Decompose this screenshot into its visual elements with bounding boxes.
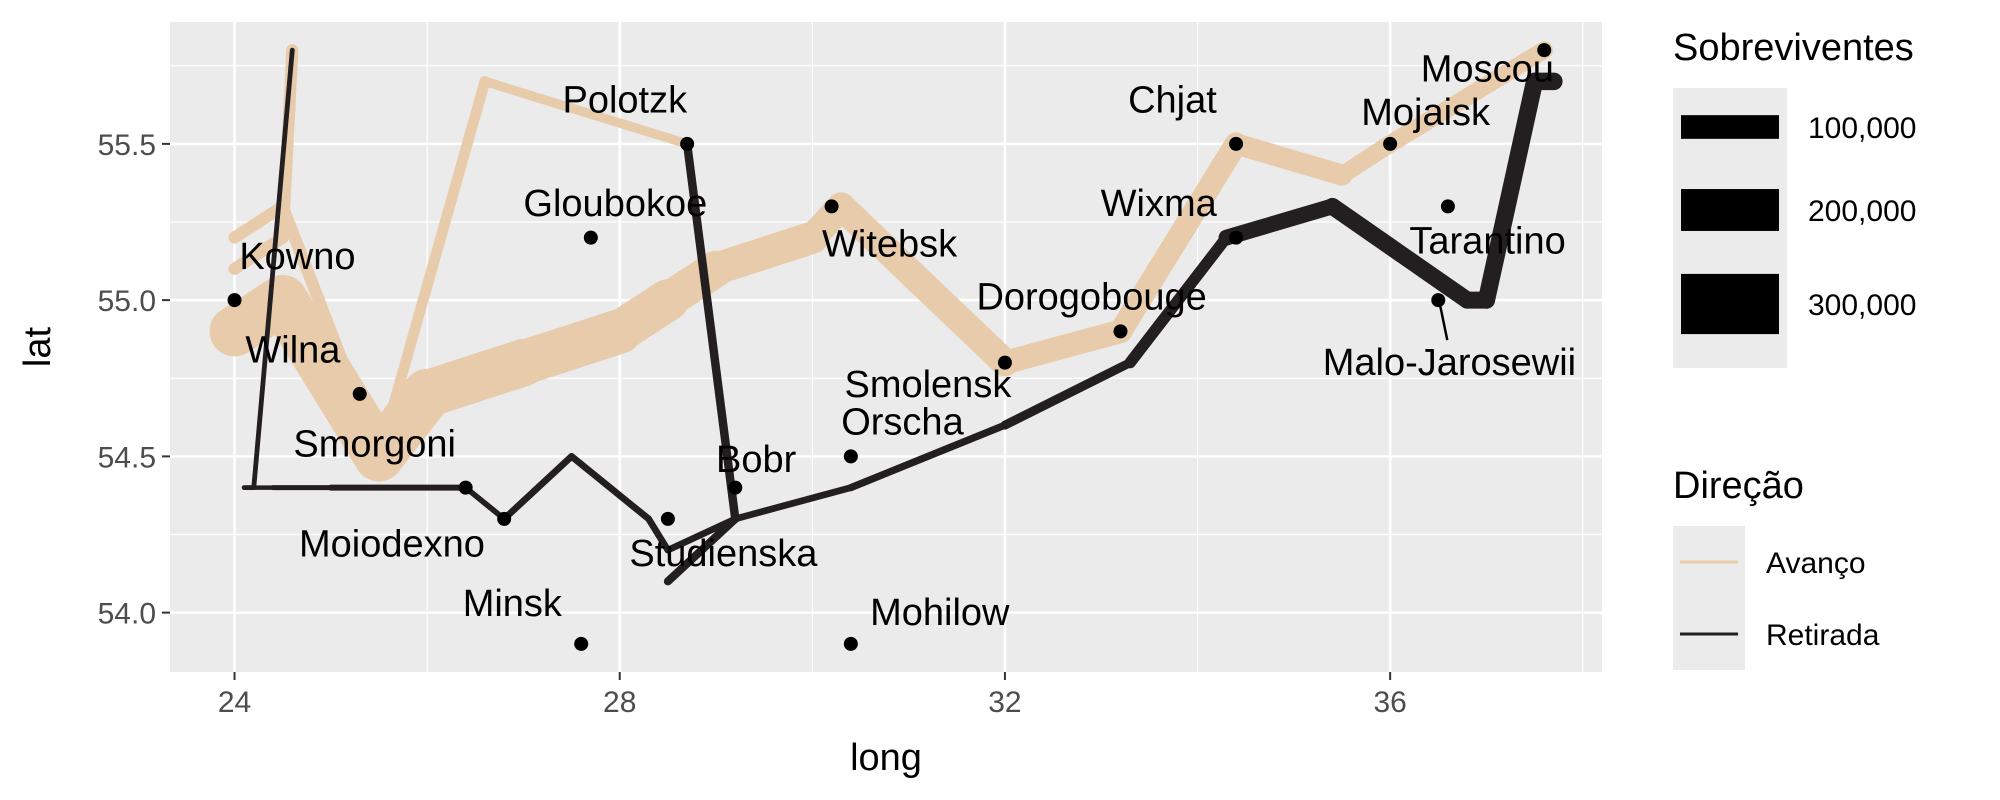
path-segment [1218,198,1341,246]
size-legend-key [1681,115,1779,139]
path-segment [731,484,855,523]
path-segment [228,200,289,244]
city-label: Chjat [1128,80,1217,122]
path-segment [1323,197,1476,309]
city-point [1383,136,1398,151]
path-segment [462,484,507,522]
path-segment [373,75,491,462]
city-label: Polotzk [563,80,689,122]
path-segment [1333,135,1399,184]
x-tick-label: 24 [218,686,251,719]
size-legend-title: Sobreviventes [1673,27,1914,69]
city-point [352,386,367,401]
size-legend-label-100k: 100,000 [1808,112,1916,145]
city-label: Minsk [463,583,563,625]
city-label: Bobr [716,439,797,481]
path-segment [251,47,295,491]
legend-label-retreat: Retirada [1766,619,1880,652]
advance-path-2 [228,75,692,463]
path-segment [682,139,740,524]
city-label: Studienska [629,533,818,575]
retreat-path-3 [241,72,1563,554]
city-point [1537,43,1552,58]
path-segment [847,421,1009,492]
city-point [997,355,1012,370]
path-segment [500,453,575,523]
path-segment [480,76,692,149]
city-point [843,449,858,464]
path-segment [276,200,386,463]
color-legend-title: Direção [1673,465,1804,507]
path-segment [1109,132,1248,343]
path-segment [1477,72,1544,309]
city-label: Gloubokoe [523,183,707,225]
size-legend: Sobreviventes 100,000 200,000 300,000 [1673,27,1916,368]
city-label: Moscou [1421,48,1554,90]
city-point [660,511,675,526]
city-point [497,511,512,526]
city-point [1113,324,1128,339]
x-tick-label: 36 [1373,686,1406,719]
label-leader-line [1439,305,1449,341]
city-point [458,480,473,495]
city-point [1431,293,1446,308]
x-tick-label: 32 [988,686,1021,719]
city-label: Tarantino [1409,220,1565,262]
city-label: Moiodexno [299,523,485,565]
army-paths [209,41,1563,586]
path-segment [663,514,740,586]
path-segment [827,192,1019,377]
y-tick-label: 54.5 [98,441,156,474]
path-segment [1225,133,1353,186]
path-segment [645,515,672,554]
size-legend-key [1681,189,1779,231]
city-label: Kowno [239,236,355,278]
city-label: Smolensk [844,364,1012,406]
city-point [574,636,589,651]
color-legend: Direção Avanço Retirada [1673,465,1880,670]
path-segment [568,453,652,523]
size-legend-label-200k: 200,000 [1808,195,1916,228]
path-segment [1381,41,1553,153]
path-segment [1000,358,1135,430]
city-point [1229,230,1244,245]
path-segment [1124,231,1233,369]
city-point [824,199,839,214]
city-label: Mojaisk [1361,92,1491,134]
city-label: Mohilow [870,592,1010,634]
city-label: Dorogobouge [976,277,1206,319]
y-axis-title: lat [17,326,59,367]
city-point [1440,199,1455,214]
city-point [843,636,858,651]
city-label: Smorgoni [293,423,456,465]
city-label: Witebsk [822,223,958,265]
city-point [680,136,695,151]
axis-ticks: 24 28 32 36 54.0 54.5 55.0 55.5 [98,129,1407,719]
y-tick-label: 55.0 [98,285,156,318]
x-axis-title: long [850,737,922,779]
size-legend-key [1681,273,1779,335]
x-tick-label: 28 [603,686,636,719]
y-tick-label: 54.0 [98,598,156,631]
city-label: Wixma [1101,183,1218,225]
city-label: Malo-Jarosewii [1323,342,1576,384]
size-legend-label-300k: 300,000 [1808,289,1916,322]
city-label: Wilna [245,330,341,372]
city-point [583,230,598,245]
retreat-path-5 [241,47,295,491]
retreat-path-4 [663,139,740,586]
city-point [227,293,242,308]
path-segment [699,221,829,286]
city-point [1229,136,1244,151]
city-points [227,43,1552,651]
city-label: Orscha [841,402,964,444]
city-labels: Kowno Wilna Smorgoni Moiodexno Gloubokoe Mins… [239,48,1576,634]
y-tick-label: 55.5 [98,129,156,162]
advance-path-0 [209,41,1553,482]
city-point [728,480,743,495]
legend-label-advance: Avanço [1766,547,1866,580]
path-segment [993,319,1133,375]
